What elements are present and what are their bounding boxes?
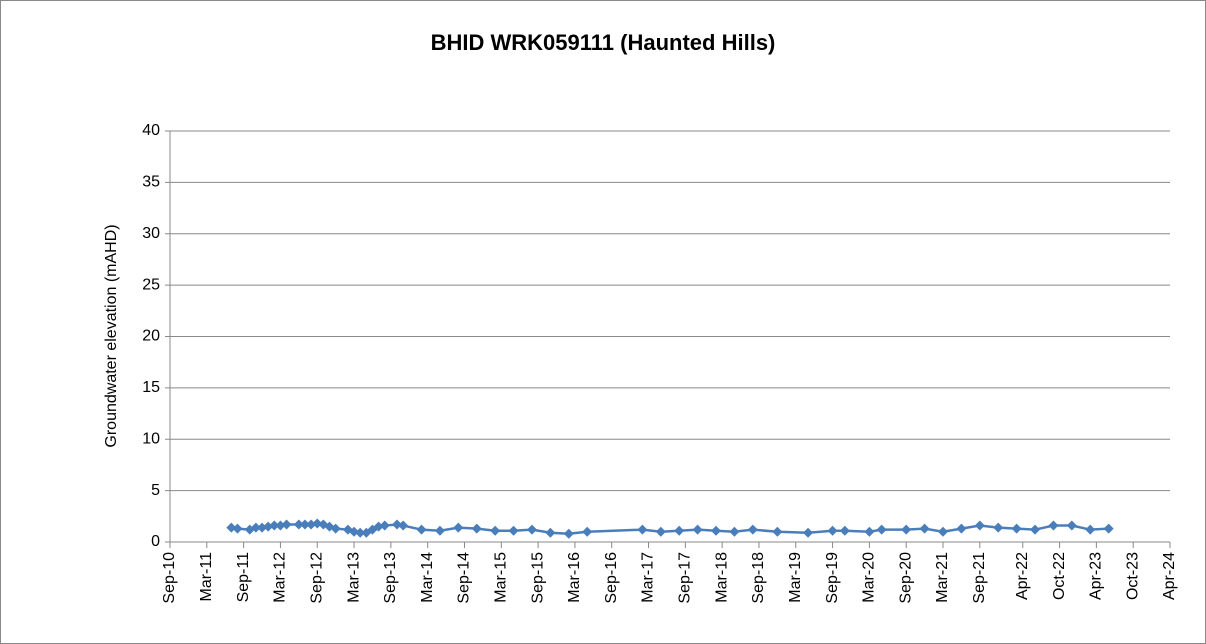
x-tick-label: Sep-11	[235, 552, 252, 603]
data-point	[263, 521, 274, 532]
x-tick-label: Mar-11	[198, 552, 215, 602]
data-point	[526, 524, 537, 535]
data-point	[956, 523, 967, 534]
data-point	[827, 525, 838, 536]
data-point	[974, 520, 985, 531]
x-tick-label: Oct-22	[1051, 552, 1068, 600]
x-tick-label: Sep-13	[382, 552, 399, 604]
data-point	[355, 527, 366, 538]
data-point	[373, 521, 384, 532]
data-point	[637, 524, 648, 535]
data-point	[692, 524, 703, 535]
data-point	[545, 527, 556, 538]
y-tick-label: 25	[142, 276, 160, 293]
x-tick-label: Sep-21	[971, 552, 988, 604]
data-point	[674, 525, 685, 536]
data-point	[864, 526, 875, 537]
x-tick-label: Sep-15	[529, 552, 546, 604]
data-point	[563, 528, 574, 539]
data-point	[453, 522, 464, 533]
x-tick-label: Sep-10	[161, 552, 178, 604]
x-tick-label: Mar-21	[934, 552, 951, 603]
data-point	[901, 524, 912, 535]
data-point	[293, 519, 304, 530]
data-point	[398, 520, 409, 531]
data-point	[257, 522, 268, 533]
x-tick-label: Mar-15	[493, 552, 510, 603]
data-point	[747, 524, 758, 535]
x-tick-label: Sep-17	[677, 552, 694, 604]
data-point	[299, 519, 310, 530]
x-tick-label: Apr-23	[1088, 552, 1105, 600]
x-tick-label: Sep-20	[897, 552, 914, 604]
y-tick-label: 10	[142, 430, 160, 447]
y-tick-label: 30	[142, 225, 160, 242]
x-tick-label: Sep-12	[308, 552, 325, 604]
data-point	[349, 526, 360, 537]
data-point	[1048, 520, 1059, 531]
x-tick-label: Apr-22	[1014, 552, 1031, 600]
data-point	[729, 526, 740, 537]
y-tick-label: 0	[151, 533, 160, 550]
data-point	[655, 526, 666, 537]
chart-title: BHID WRK059111 (Haunted Hills)	[431, 30, 776, 55]
data-point	[772, 526, 783, 537]
x-tick-label: Sep-14	[456, 552, 473, 604]
x-tick-label: Oct-23	[1124, 552, 1141, 600]
data-point	[490, 525, 501, 536]
data-point	[1103, 523, 1114, 534]
data-point	[1011, 523, 1022, 534]
x-tick-label: Mar-16	[566, 552, 583, 603]
data-point	[434, 525, 445, 536]
data-point	[312, 518, 323, 529]
y-tick-label: 40	[142, 122, 160, 139]
data-point	[711, 525, 722, 536]
data-point	[993, 522, 1004, 533]
data-point	[938, 526, 949, 537]
y-tick-label: 35	[142, 174, 160, 191]
x-tick-label: Mar-12	[272, 552, 289, 603]
data-point	[803, 527, 814, 538]
x-tick-label: Mar-13	[345, 552, 362, 603]
data-point	[269, 520, 280, 531]
x-tick-label: Sep-18	[750, 552, 767, 604]
x-tick-label: Mar-19	[787, 552, 804, 603]
x-tick-label: Mar-14	[419, 552, 436, 603]
data-point	[582, 526, 593, 537]
data-point	[416, 524, 427, 535]
data-point	[508, 525, 519, 536]
y-tick-label: 15	[142, 379, 160, 396]
data-point	[919, 523, 930, 534]
x-tick-label: Mar-17	[640, 552, 657, 603]
y-axis-label: Groundwater elevation (mAHD)	[103, 224, 120, 447]
data-point	[391, 519, 402, 530]
x-tick-label: Sep-16	[603, 552, 620, 604]
data-point	[250, 522, 261, 533]
data-point	[839, 525, 850, 536]
data-point	[232, 523, 243, 534]
data-point	[471, 523, 482, 534]
data-point	[275, 520, 286, 531]
y-tick-label: 5	[151, 482, 160, 499]
x-tick-label: Sep-19	[824, 552, 841, 604]
data-point	[1066, 520, 1077, 531]
data-point	[306, 519, 317, 530]
x-tick-label: Apr-24	[1161, 552, 1178, 600]
data-point	[1030, 524, 1041, 535]
y-tick-label: 20	[142, 328, 160, 345]
data-point	[379, 520, 390, 531]
data-point	[876, 524, 887, 535]
x-tick-label: Mar-18	[713, 552, 730, 603]
data-point	[226, 522, 237, 533]
data-point	[330, 523, 341, 534]
x-tick-label: Mar-20	[861, 552, 878, 603]
data-point	[281, 519, 292, 530]
data-point	[1085, 524, 1096, 535]
